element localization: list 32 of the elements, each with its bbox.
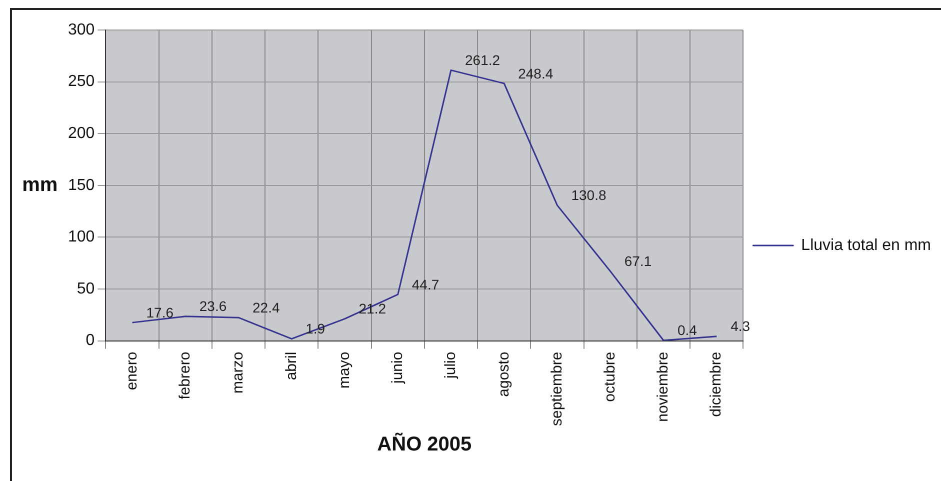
y-tick-label: 50	[76, 280, 95, 298]
x-tick-label: enero	[123, 352, 140, 390]
x-tick-label: diciembre	[708, 352, 725, 417]
data-label: 17.6	[146, 304, 174, 320]
x-tick-label: marzo	[230, 352, 247, 394]
data-label: 248.4	[518, 65, 554, 82]
x-tick-label: mayo	[336, 352, 353, 388]
data-label: 130.8	[571, 187, 606, 204]
data-label: 4.3	[730, 318, 750, 334]
x-tick-label: agosto	[495, 352, 512, 397]
x-tick-label: julio	[442, 352, 460, 380]
data-label: 44.7	[412, 276, 440, 292]
y-tick-label: 250	[68, 73, 95, 90]
y-tick-label: 150	[68, 176, 95, 194]
x-axis-title: AÑO 2005	[377, 432, 472, 456]
x-tick-label: septiembre	[548, 352, 566, 426]
y-tick-label: 200	[68, 125, 95, 142]
y-tick-label: 0	[86, 332, 95, 350]
data-label: 261.2	[464, 52, 500, 68]
y-tick-label: 100	[68, 228, 95, 246]
y-axis-title: mm	[22, 174, 58, 196]
x-tick-label: junio	[389, 352, 406, 384]
x-tick-label: noviembre	[654, 352, 672, 422]
legend-label: Lluvia total en mm	[801, 236, 932, 254]
data-label: 0.4	[677, 322, 698, 338]
x-tick-label: octubre	[602, 352, 618, 402]
data-label: 23.6	[199, 298, 227, 314]
y-tick-label: 300	[68, 21, 95, 38]
x-tick-label: abril	[282, 352, 300, 380]
data-label: 67.1	[624, 253, 652, 270]
data-label: 22.4	[252, 299, 280, 316]
x-tick-label: febrero	[176, 352, 194, 400]
